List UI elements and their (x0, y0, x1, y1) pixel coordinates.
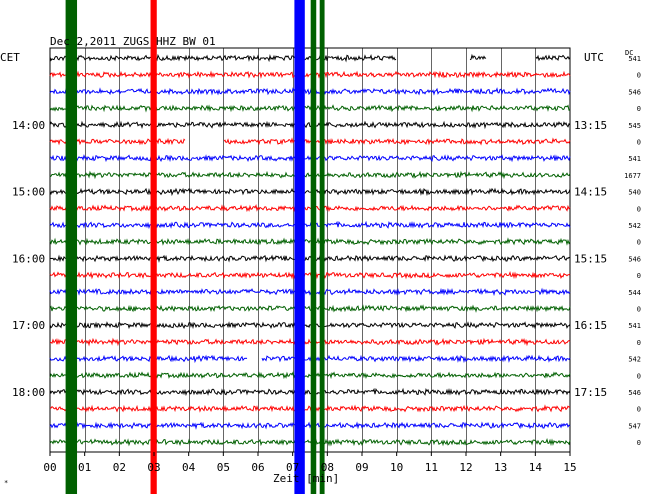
utc-time-label: 14:15 (574, 186, 607, 199)
x-tick-label: 03 (147, 461, 160, 474)
dc-value: 0 (637, 406, 641, 414)
utc-time-label: 17:15 (574, 386, 607, 399)
dc-value: 0 (637, 372, 641, 380)
cet-time-label: 14:00 (12, 119, 45, 132)
trace-18 (49, 354, 571, 364)
trace-3 (49, 104, 571, 113)
cet-time-label: 17:00 (12, 319, 45, 332)
x-tick-label: 12 (459, 461, 472, 474)
trace-0 (49, 53, 571, 63)
dc-value: 0 (637, 339, 641, 347)
cet-time-label: 18:00 (12, 386, 45, 399)
trace-15 (49, 304, 571, 313)
x-tick-label: 02 (113, 461, 126, 474)
dc-value: 541 (628, 155, 641, 163)
trace-1 (49, 70, 571, 79)
dc-value: 540 (628, 189, 641, 197)
x-tick-label: 07 (286, 461, 299, 474)
utc-time-label: 15:15 (574, 252, 607, 265)
dc-value: 545 (628, 122, 641, 130)
x-tick-label: 05 (217, 461, 230, 474)
trace-23 (49, 438, 571, 447)
trace-16 (49, 321, 571, 330)
x-tick-label: 10 (390, 461, 403, 474)
x-tick-label: 06 (251, 461, 264, 474)
cet-time-label: 16:00 (12, 252, 45, 265)
dc-value: 541 (628, 322, 641, 330)
trace-11 (49, 237, 571, 246)
x-tick-label: 15 (563, 461, 576, 474)
utc-time-label: 16:15 (574, 319, 607, 332)
dc-value: 542 (628, 356, 641, 364)
utc-label: UTC (584, 51, 604, 64)
trace-19 (49, 371, 571, 380)
dc-value: 547 (628, 422, 641, 430)
event-burst-2 (150, 0, 157, 494)
cet-label: CET (0, 51, 20, 64)
x-tick-label: 13 (494, 461, 507, 474)
utc-time-label: 13:15 (574, 119, 607, 132)
trace-6 (49, 154, 571, 163)
cet-time-label: 15:00 (12, 186, 45, 199)
trace-2 (49, 87, 571, 96)
dc-value: 546 (628, 389, 641, 397)
trace-21 (49, 404, 571, 413)
x-tick-label: 04 (182, 461, 196, 474)
event-burst-4 (310, 0, 317, 494)
dc-value: 541 (628, 55, 641, 63)
footer-mark: * (4, 479, 9, 487)
dc-value: 546 (628, 255, 641, 263)
dc-value: 1677 (624, 172, 641, 180)
trace-14 (49, 287, 571, 297)
trace-8 (49, 187, 571, 197)
event-burst-3 (294, 0, 305, 494)
dc-value: 542 (628, 222, 641, 230)
dc-value: 0 (637, 272, 641, 280)
x-tick-label: 11 (425, 461, 438, 474)
dc-value: 0 (637, 439, 641, 447)
trace-9 (49, 204, 571, 213)
dc-value: 0 (637, 205, 641, 213)
trace-13 (49, 271, 571, 280)
trace-7 (49, 170, 571, 180)
x-axis-label: Zeit [min] (273, 472, 340, 485)
dc-value: 0 (637, 105, 641, 113)
dc-value: 0 (637, 72, 641, 80)
dc-value: 0 (637, 239, 641, 247)
trace-4 (49, 120, 571, 130)
x-tick-label: 09 (355, 461, 368, 474)
dc-value: 0 (637, 306, 641, 314)
x-tick-label: 01 (78, 461, 91, 474)
event-burst-0 (65, 0, 72, 494)
dc-value: 544 (628, 289, 641, 297)
chart-title: Dec 2,2011 ZUGS HHZ BW 01 (50, 35, 216, 48)
trace-12 (49, 254, 571, 263)
trace-10 (49, 220, 571, 230)
dc-header: DC (625, 49, 634, 57)
dc-value: 546 (628, 88, 641, 96)
x-tick-label: 14 (529, 461, 543, 474)
x-tick-label: 00 (43, 461, 56, 474)
dc-value: 0 (637, 139, 641, 147)
x-tick-label: 08 (321, 461, 334, 474)
event-burst-5 (319, 0, 325, 494)
trace-20 (49, 387, 571, 397)
trace-17 (49, 337, 571, 347)
event-burst-1 (71, 0, 78, 494)
trace-22 (49, 421, 571, 430)
plot-frame (49, 47, 571, 453)
trace-5 (49, 137, 571, 146)
